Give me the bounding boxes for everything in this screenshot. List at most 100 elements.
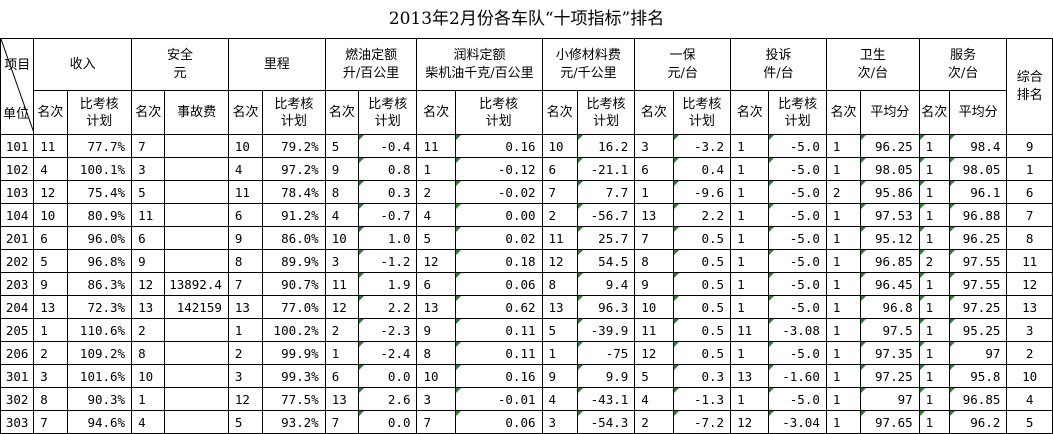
value-cell: 1.0 <box>357 226 418 250</box>
rank-cell: 9 <box>33 272 68 296</box>
rank-cell: 8 <box>541 272 578 296</box>
value-cell: -5.0 <box>768 295 827 319</box>
rank-cell: 3 <box>324 249 359 273</box>
rank-cell: 2 <box>227 341 264 365</box>
value-cell: 0.16 <box>454 134 543 158</box>
table-row: 206 2 109.2% 8 2 99.9% 1 -2.4 8 0.11 1 -75 12 0.5 1 -5.… <box>0 341 1053 365</box>
value-cell: 0.18 <box>454 249 543 273</box>
rank-cell: 12 <box>33 180 68 204</box>
value-cell: 77.5% <box>262 387 326 411</box>
rank-cell: 1 <box>33 318 68 342</box>
rank-cell: 1 <box>730 180 770 204</box>
rank-cell: 10 <box>227 134 264 158</box>
unit-cell: 202 <box>0 249 35 273</box>
rank-cell: 1 <box>825 134 862 158</box>
value-cell: 100.2% <box>262 318 326 342</box>
value-cell: -0.7 <box>357 203 418 227</box>
rank-cell: 11 <box>33 134 68 158</box>
value-cell: 7.7 <box>576 180 636 204</box>
rank-cell: 1 <box>825 157 862 181</box>
value-cell <box>164 180 229 204</box>
value-cell <box>164 134 229 158</box>
rank-cell: 1 <box>918 226 950 250</box>
rank-cell: 7 <box>227 272 264 296</box>
value-cell: -5.0 <box>768 249 827 273</box>
unit-cell: 301 <box>0 364 35 388</box>
rank-cell: 11 <box>416 134 456 158</box>
unit-cell: 101 <box>0 134 35 158</box>
rank-cell: 4 <box>634 387 674 411</box>
value-cell: -7.2 <box>672 410 732 434</box>
rank-cell: 12 <box>541 249 578 273</box>
subheader-rank: 名次 <box>131 90 166 135</box>
table-row: 302 8 90.3% 1 12 77.5% 13 2.6 3 -0.01 4 -43.1 4 -1.3 1… <box>0 387 1053 411</box>
rank-cell: 7 <box>324 410 359 434</box>
value-cell <box>164 203 229 227</box>
unit-cell: 204 <box>0 295 35 319</box>
rank-cell: 1 <box>227 318 264 342</box>
value-cell: -75 <box>576 341 636 365</box>
value-cell: -0.02 <box>454 180 543 204</box>
value-cell: 96.25 <box>948 226 1008 250</box>
table-row: 303 7 94.6% 4 5 93.2% 7 0.0 7 0.06 3 -54.3 2 -7.2 12 -3… <box>0 410 1053 434</box>
rank-cell: 4 <box>131 410 166 434</box>
unit-cell: 303 <box>0 410 35 434</box>
value-cell: 95.8 <box>948 364 1008 388</box>
subheader-rank: 名次 <box>918 90 950 135</box>
value-cell: 97 <box>860 387 920 411</box>
rank-cell: 6 <box>324 364 359 388</box>
rank-cell: 5 <box>541 318 578 342</box>
value-cell: -1.60 <box>768 364 827 388</box>
rank-cell: 8 <box>416 341 456 365</box>
rank-cell: 1 <box>918 203 950 227</box>
subheader-accident-fee: 事故费 <box>164 90 229 135</box>
table-row: 205 1 110.6% 2 1 100.2% 2 -2.3 9 0.11 5 -39.9 11 0.5 1… <box>0 318 1053 342</box>
rank-cell: 1 <box>825 364 862 388</box>
rank-cell: 4 <box>416 203 456 227</box>
rank-cell: 6 <box>131 226 166 250</box>
value-cell: 0.8 <box>357 157 418 181</box>
table-row: 204 13 72.3% 13 142159 13 77.0% 12 2.2 13 0.62 13 96… <box>0 295 1053 319</box>
total-rank-cell: 2 <box>1006 341 1053 365</box>
value-cell: 0.5 <box>672 295 732 319</box>
value-cell: 97.65 <box>860 410 920 434</box>
value-cell: -21.1 <box>576 157 636 181</box>
value-cell <box>164 410 229 434</box>
value-cell: -3.08 <box>768 318 827 342</box>
rank-cell: 1 <box>918 341 950 365</box>
value-cell: 90.3% <box>66 387 133 411</box>
group-header-safety: 安全元 <box>131 38 229 91</box>
rank-cell: 4 <box>33 157 68 181</box>
rank-cell: 1 <box>730 134 770 158</box>
value-cell: 72.3% <box>66 295 133 319</box>
subheader-rank: 名次 <box>825 90 862 135</box>
value-cell: 2.6 <box>357 387 418 411</box>
value-cell: -5.0 <box>768 134 827 158</box>
value-cell: 2.2 <box>672 203 732 227</box>
value-cell: 142159 <box>164 295 229 319</box>
value-cell: 86.3% <box>66 272 133 296</box>
rank-cell: 2 <box>131 318 166 342</box>
rank-cell: 2 <box>33 341 68 365</box>
value-cell: 0.4 <box>672 157 732 181</box>
table-row: 203 9 86.3% 12 13892.4 7 90.7% 11 1.9 6 0.06 8 9.4 9 0… <box>0 272 1053 296</box>
corner-cell: 项目 单位 <box>0 38 35 135</box>
total-rank-cell: 13 <box>1006 295 1053 319</box>
rank-cell: 12 <box>131 272 166 296</box>
value-cell: 98.05 <box>948 157 1008 181</box>
rank-cell: 2 <box>825 180 862 204</box>
value-cell: -5.0 <box>768 180 827 204</box>
total-rank-cell: 11 <box>1006 249 1053 273</box>
rank-cell: 12 <box>324 295 359 319</box>
group-header-fuel: 燃油定额 升/百公里 <box>324 38 418 91</box>
group-header-lubricant: 润料定额 柴机油千克/百公里 <box>416 38 543 91</box>
rank-cell: 1 <box>825 387 862 411</box>
value-cell: 77.0% <box>262 295 326 319</box>
rank-cell: 13 <box>634 203 674 227</box>
rank-cell: 1 <box>730 226 770 250</box>
rank-cell: 4 <box>324 203 359 227</box>
total-rank-cell: 4 <box>1006 387 1053 411</box>
value-cell: -56.7 <box>576 203 636 227</box>
subheader-rank: 名次 <box>324 90 359 135</box>
rank-cell: 3 <box>416 387 456 411</box>
